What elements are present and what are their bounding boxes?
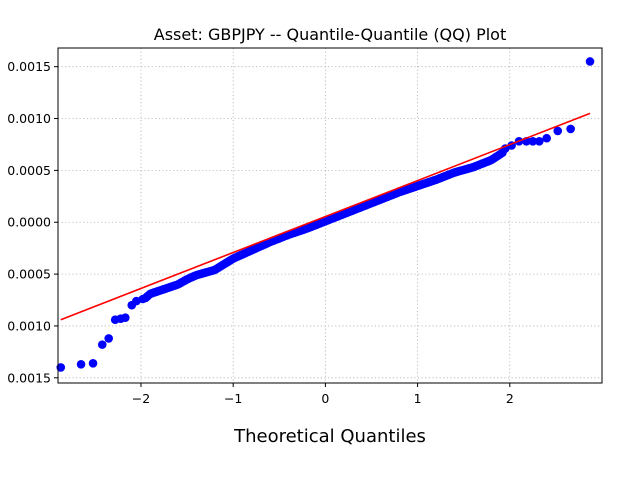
data-point [132, 296, 141, 306]
y-tick-label: 0.0015 [7, 59, 51, 74]
data-point [585, 57, 595, 66]
data-point [97, 340, 107, 349]
data-point [535, 137, 544, 146]
x-tick-label: 2 [506, 391, 514, 406]
reference-line [60, 112, 591, 321]
y-tick-label: 0.0000 [7, 215, 51, 230]
y-tick-label: 0.0010 [7, 111, 51, 126]
x-tick-label: −2 [132, 391, 150, 406]
plot-area-frame [57, 47, 603, 384]
data-point [121, 313, 130, 322]
data-point [542, 133, 551, 143]
x-tick-label: −1 [224, 391, 242, 406]
y-tick-label: 0.0010 [7, 318, 51, 333]
data-point [528, 137, 538, 146]
data-point [56, 363, 66, 372]
x-axis-label: Theoretical Quantiles [233, 426, 426, 447]
reference-line-layer [60, 112, 591, 321]
data-point [104, 334, 114, 343]
data-point [138, 294, 148, 304]
y-tick-label: 0.0005 [7, 267, 51, 282]
data-point [88, 358, 98, 368]
data-point [566, 124, 575, 134]
x-tick-label: 1 [414, 391, 422, 406]
grid-layer [58, 48, 602, 383]
y-tick-label: 0.0005 [7, 163, 51, 178]
x-tick-label: 0 [321, 391, 329, 406]
tick-layer: −2 −1 0 1 2 0.0015 0.0010 0.0005 0.0000 0.0005 0.0… [7, 59, 514, 406]
y-tick-label: 0.0015 [7, 370, 51, 385]
data-point [553, 126, 563, 136]
data-point [76, 360, 86, 369]
chart-title: Asset: GBPJPY -- Quantile-Quantile (QQ) … [154, 25, 506, 44]
